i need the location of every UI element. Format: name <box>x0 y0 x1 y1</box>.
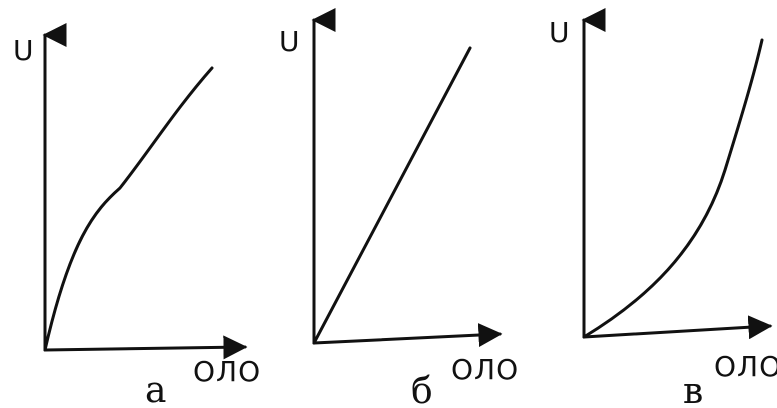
panel-c-x-axis <box>582 315 773 340</box>
panel-c-caption: в <box>683 371 703 408</box>
panel-a-x-axis <box>43 335 248 360</box>
panel-c: U ОЛО в <box>549 7 777 408</box>
panel-c-x-label: ОЛО <box>714 350 777 383</box>
panel-b-y-label: U <box>279 25 300 58</box>
panel-b-x-label: ОЛО <box>451 353 519 386</box>
panel-a: U ОЛО а <box>13 22 261 408</box>
panel-b-x-axis <box>312 323 503 348</box>
panel-b-caption: б <box>411 371 433 408</box>
panel-c-curve <box>582 38 764 339</box>
panel-a-x-label: ОЛО <box>193 355 261 388</box>
panel-b-curve <box>312 46 472 345</box>
panel-a-caption: а <box>145 370 166 408</box>
panel-c-y-label: U <box>549 16 570 49</box>
panel-a-curve <box>43 66 214 352</box>
panel-b: U ОЛО б <box>279 7 519 408</box>
panel-a-y-label: U <box>13 34 34 67</box>
